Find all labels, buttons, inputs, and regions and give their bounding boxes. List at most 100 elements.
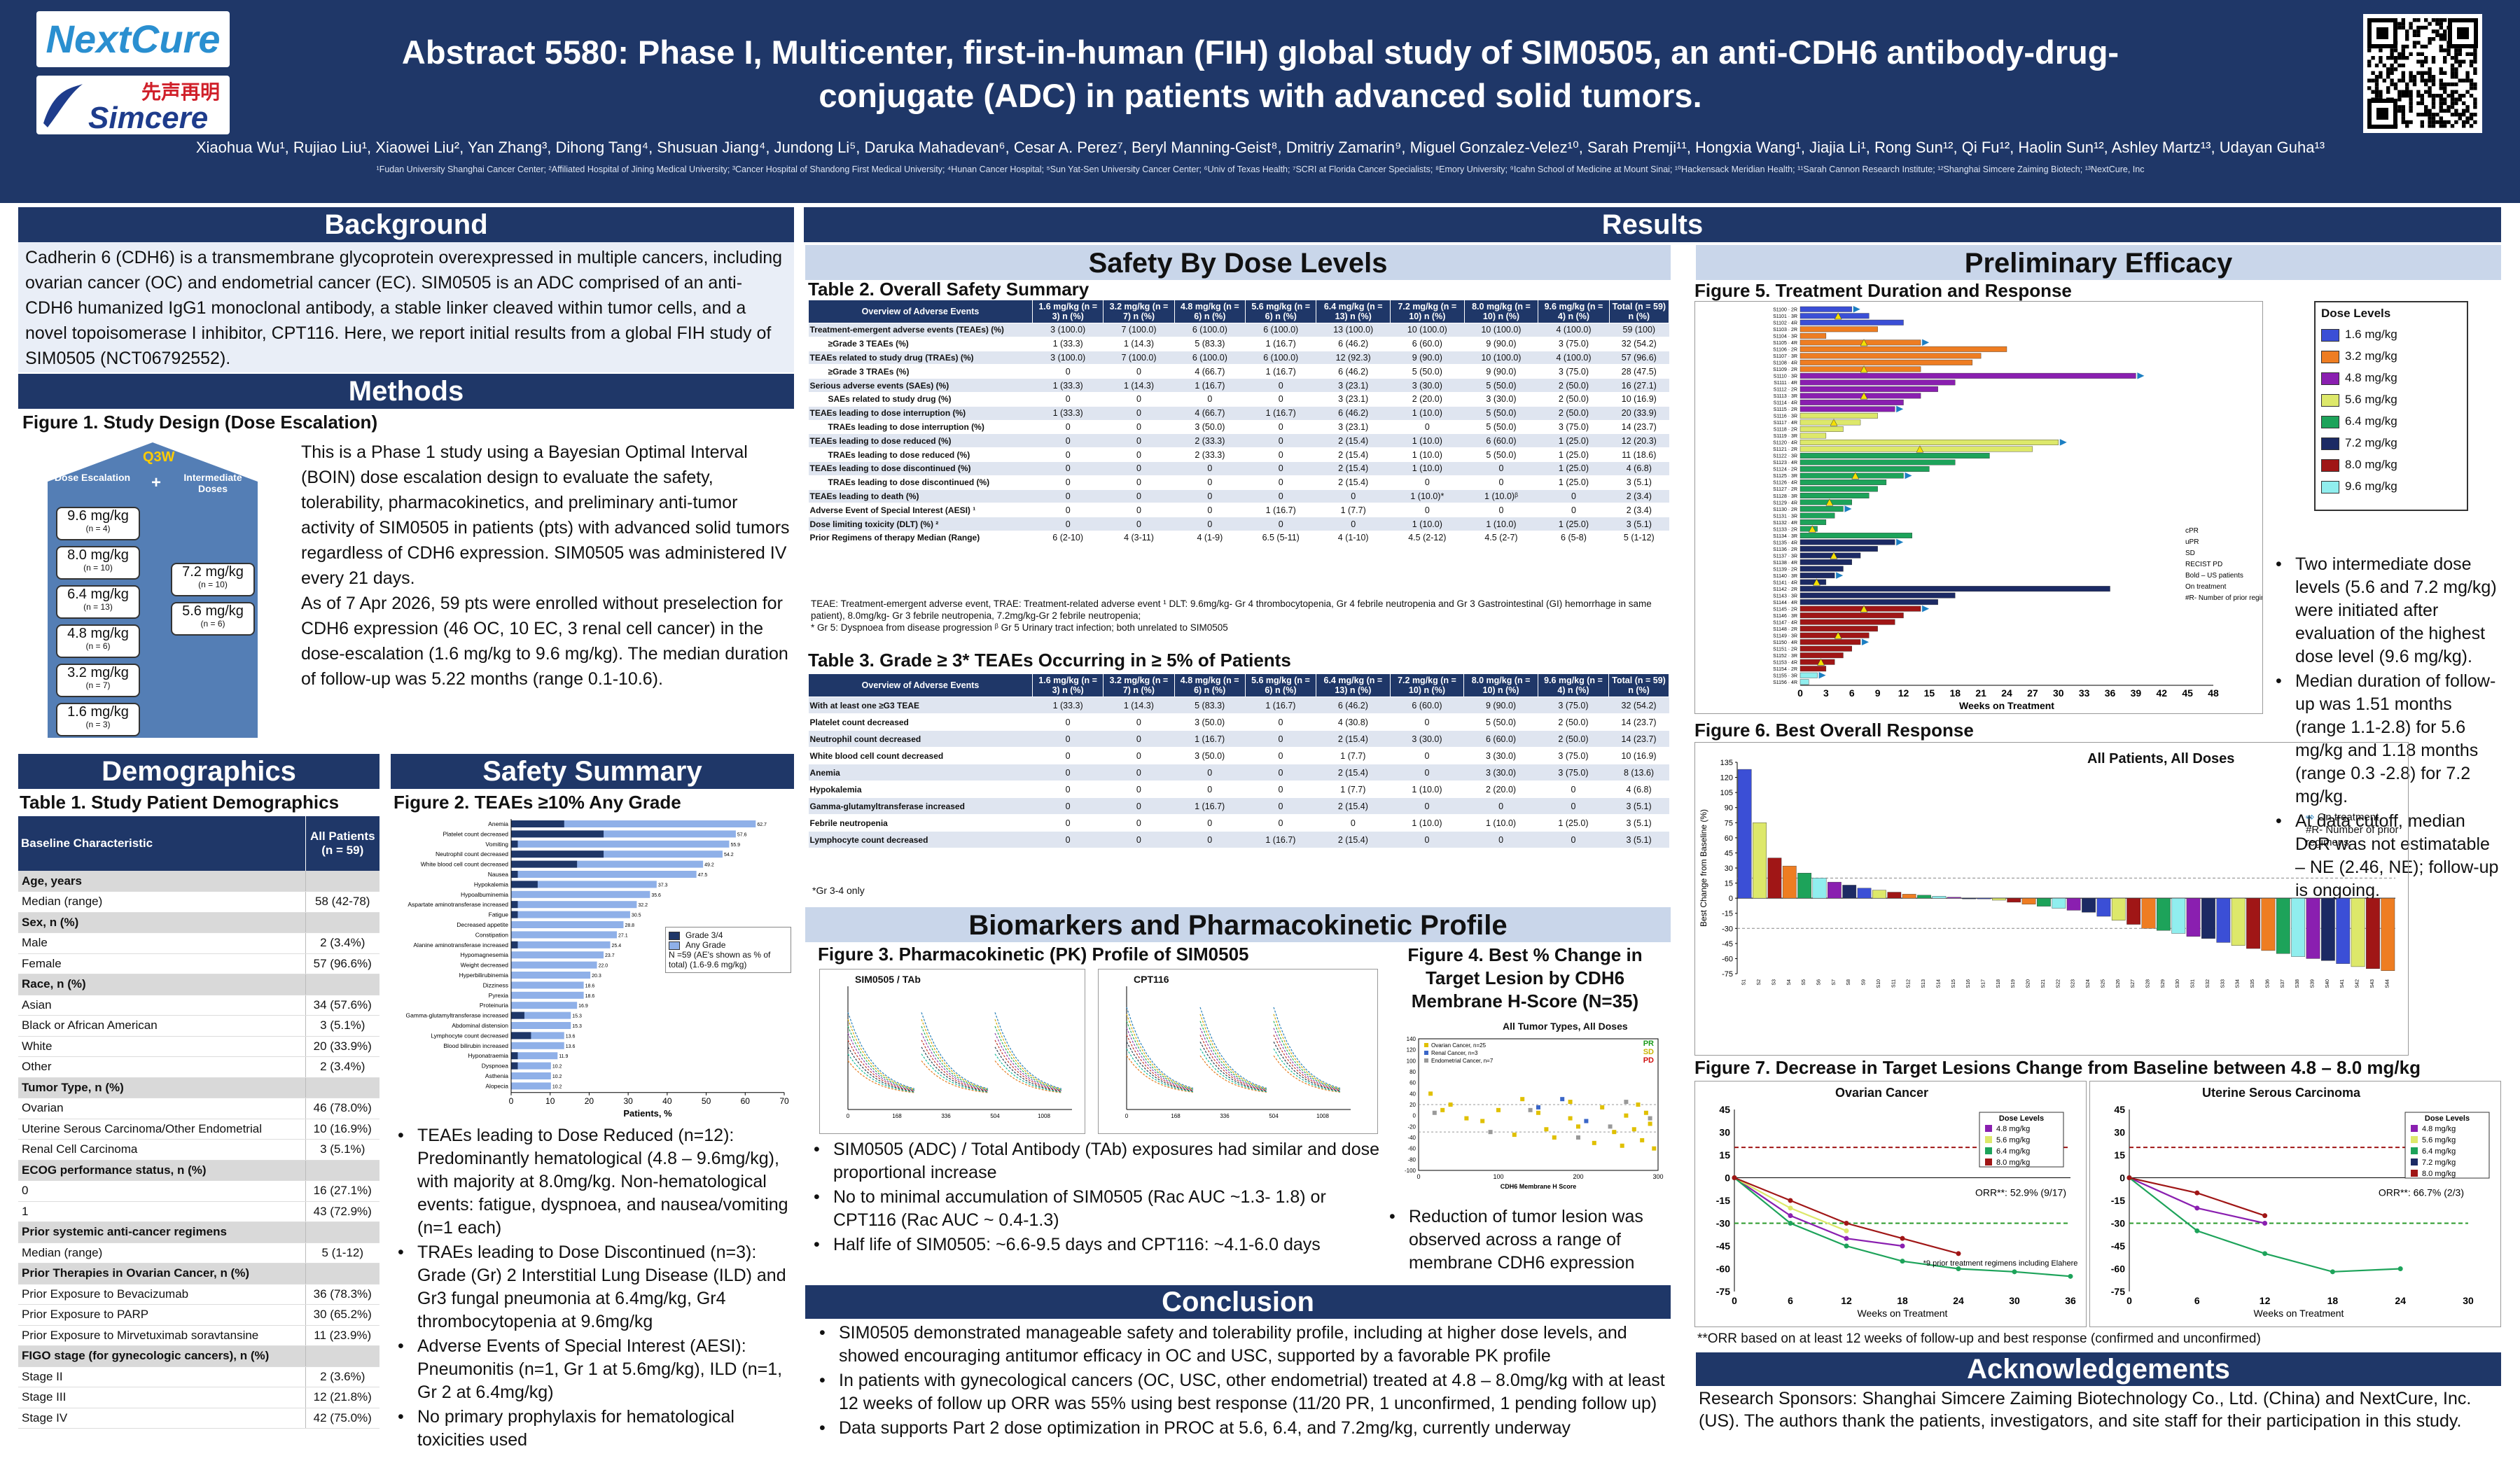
qr-module bbox=[2405, 29, 2409, 34]
pd-label: PD bbox=[1643, 1056, 1654, 1065]
qr-module bbox=[2397, 108, 2402, 113]
qr-module bbox=[2420, 71, 2424, 75]
table-cell: 1 (10.0) bbox=[1390, 517, 1465, 531]
t1-cell-value: 20 (33.9%) bbox=[305, 1036, 380, 1057]
swimmer-patient-label: S1116 · 3R bbox=[1774, 414, 1797, 419]
qr-module bbox=[2424, 90, 2428, 94]
swimmer-bar bbox=[1799, 372, 2136, 379]
scatter-point bbox=[1440, 1107, 1445, 1112]
swimmer-patient-label: S1115 · 2R bbox=[1774, 407, 1797, 412]
qr-module bbox=[2458, 48, 2462, 52]
table-cell: 3 (30.0) bbox=[1390, 730, 1464, 748]
qr-module bbox=[2428, 75, 2432, 79]
swimmer-patient-label: S1143 · 3R bbox=[1773, 594, 1797, 598]
swimmer-x-tick-label: 45 bbox=[2182, 687, 2193, 699]
qr-module bbox=[2371, 78, 2375, 83]
teae-x-axis-label: Patients, % bbox=[623, 1108, 672, 1119]
teae-anygrade-bar bbox=[511, 820, 756, 827]
qr-module bbox=[2465, 120, 2470, 125]
qr-module bbox=[2454, 52, 2458, 56]
table-cell: 0 bbox=[1103, 489, 1175, 504]
qr-module bbox=[2428, 108, 2432, 113]
qr-code-icon[interactable] bbox=[2363, 14, 2482, 133]
swimmer-legend-label: #R- Number of prior regimens bbox=[2185, 594, 2262, 602]
swimmer-bar bbox=[1799, 353, 1982, 359]
qr-module bbox=[2367, 63, 2372, 68]
table-header-cell: Overview of Adverse Events bbox=[808, 300, 1033, 323]
qr-module bbox=[2454, 120, 2458, 125]
scatter-point bbox=[1480, 1119, 1485, 1124]
swimmer-bar bbox=[1799, 459, 1956, 465]
qr-module bbox=[2443, 86, 2447, 90]
qr-module bbox=[2397, 52, 2402, 56]
scatter-point bbox=[1640, 1138, 1645, 1142]
table-header-cell: 5.6 mg/kg (n = 6) n (%) bbox=[1245, 300, 1317, 323]
spider-point bbox=[1900, 1259, 1905, 1264]
table-cell: 1 (16.7) bbox=[1174, 797, 1246, 815]
qr-finder-core bbox=[2376, 108, 2388, 120]
t1-cell-label: Renal Cell Carcinoma bbox=[18, 1139, 305, 1161]
waterfall-bar bbox=[1932, 896, 1947, 899]
qr-module bbox=[2416, 94, 2421, 98]
qr-module bbox=[2397, 56, 2402, 60]
t1-cell-label: Black or African American bbox=[18, 1015, 305, 1037]
qr-module bbox=[2446, 52, 2451, 56]
t1-cell-value: 3 (5.1%) bbox=[305, 1139, 380, 1161]
teae-x-tick-label: 0 bbox=[509, 1096, 514, 1106]
qr-module bbox=[2443, 56, 2447, 60]
table-cell: 3 (50.0) bbox=[1174, 420, 1246, 435]
table-cell: 3 (5.1) bbox=[1608, 797, 1669, 815]
scatter-point bbox=[1520, 1097, 1525, 1102]
qr-module bbox=[2416, 113, 2421, 117]
qr-finder bbox=[2367, 18, 2397, 48]
qr-module bbox=[2412, 78, 2417, 83]
qr-module bbox=[2454, 59, 2458, 64]
spider-point bbox=[1788, 1221, 1793, 1226]
table-cell: 0 bbox=[1032, 730, 1104, 748]
qr-module bbox=[2386, 67, 2390, 71]
table-row: ECOG performance status, n (%) bbox=[18, 1160, 380, 1181]
table-header-cell: 3.2 mg/kg (n = 7) n (%) bbox=[1103, 300, 1175, 323]
teae-value-label: 10.2 bbox=[552, 1074, 562, 1079]
scatter-point bbox=[1636, 1102, 1641, 1107]
row-label: With at least one ≥G3 TEAE bbox=[808, 696, 1033, 714]
table-cell: 14 (23.7) bbox=[1608, 730, 1669, 748]
qr-module bbox=[2431, 97, 2436, 102]
dose-legend-item: 1.6 mg/kg bbox=[2321, 323, 2461, 345]
t1-cell-label: Uterine Serous Carcinoma/Other Endometri… bbox=[18, 1119, 305, 1140]
table-cell: 1 (16.7) bbox=[1174, 730, 1246, 748]
qr-module bbox=[2428, 90, 2432, 94]
t1-cell-value: 3 (5.1%) bbox=[305, 1015, 380, 1037]
table-cell: 0 bbox=[1174, 814, 1246, 832]
waterfall-bar bbox=[1991, 897, 2006, 901]
table-row: Lymphocyte count decreased 0 0 0 1 (16.7) 2 (… bbox=[808, 831, 1669, 848]
qr-module bbox=[2386, 56, 2390, 60]
table-cell: 0 bbox=[1316, 814, 1391, 832]
qr-module bbox=[2424, 113, 2428, 117]
qr-module bbox=[2397, 105, 2402, 109]
swimmer-bar bbox=[1799, 559, 1852, 566]
qr-module bbox=[2420, 97, 2424, 102]
scatter-y-tick-label: 20 bbox=[1409, 1102, 1416, 1108]
table-cell: 5 (50.0) bbox=[1463, 713, 1538, 731]
on-treatment-arrow-icon bbox=[2059, 439, 2067, 446]
qr-module bbox=[2424, 71, 2428, 75]
scatter-point bbox=[1620, 1143, 1624, 1148]
qr-module bbox=[2420, 59, 2424, 64]
spider-legend-box bbox=[2404, 1112, 2490, 1179]
table-cell: 0 bbox=[1464, 503, 1538, 518]
qr-module bbox=[2401, 25, 2405, 30]
table-row: Serious adverse events (SAEs) (%) 1 (33.3… bbox=[808, 378, 1669, 393]
teae-anygrade-bar bbox=[511, 890, 650, 898]
table-row: TRAEs leading to dose reduced (%) 0 0 2 (33… bbox=[808, 447, 1669, 462]
demographics-table: Baseline Characteristic All Patients (n … bbox=[18, 816, 380, 1429]
table-cell: 3 (23.1) bbox=[1316, 392, 1391, 407]
row-label: TEAEs leading to dose reduced (%) bbox=[808, 433, 1033, 449]
row-label: Febrile neutropenia bbox=[808, 814, 1033, 832]
swimmer-bar bbox=[1799, 412, 1878, 419]
demographics-heading: Demographics bbox=[18, 754, 380, 789]
sd-label: SD bbox=[1643, 1048, 1654, 1056]
waterfall-bar bbox=[2052, 897, 2066, 909]
qr-module bbox=[2469, 116, 2474, 120]
table-cell: 0 bbox=[1103, 433, 1175, 449]
